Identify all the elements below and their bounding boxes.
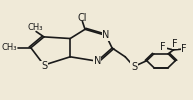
Text: CH₃: CH₃ [1, 43, 17, 52]
Text: N: N [102, 30, 110, 40]
Text: N: N [94, 56, 101, 66]
Text: F: F [172, 39, 178, 49]
Text: S: S [41, 61, 47, 71]
Text: S: S [130, 64, 136, 74]
Text: F: F [181, 44, 187, 54]
Text: CH₃: CH₃ [27, 23, 43, 32]
Text: S: S [131, 62, 137, 72]
Text: Cl: Cl [78, 13, 87, 23]
Text: S: S [41, 62, 47, 72]
Text: F: F [161, 42, 166, 52]
